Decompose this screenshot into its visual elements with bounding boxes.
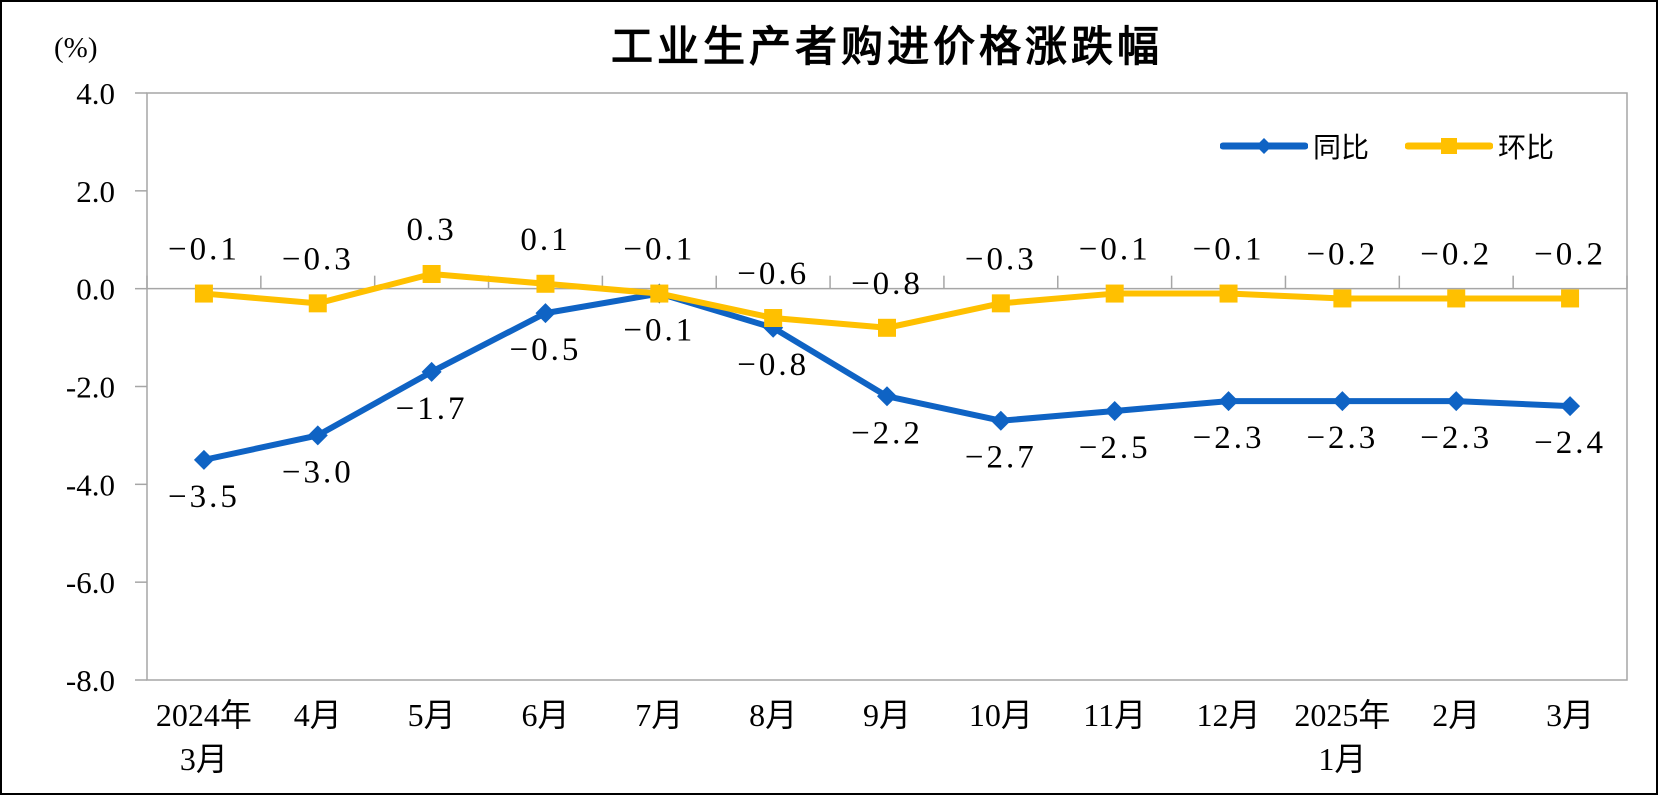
- x-axis-label: 2024年: [156, 697, 252, 733]
- x-axis-label: 11月: [1083, 697, 1146, 733]
- yoy-data-label: −2.7: [965, 440, 1037, 476]
- yoy-data-label: −2.3: [1420, 420, 1492, 456]
- x-axis-label: 2月: [1432, 697, 1480, 733]
- mom-point-marker: [308, 294, 327, 313]
- mom-point-marker: [878, 318, 896, 337]
- yoy-point-marker: [1218, 391, 1239, 412]
- y-axis-label: 0.0: [76, 272, 115, 307]
- mom-point-marker: [1447, 289, 1466, 308]
- x-axis-label: 3月: [180, 741, 228, 777]
- yoy-data-label: −2.5: [1079, 430, 1151, 466]
- mom-point-marker: [1219, 284, 1238, 303]
- yoy-point-marker: [1446, 391, 1467, 412]
- x-axis-label: 1月: [1318, 741, 1366, 777]
- mom-data-label: −0.1: [168, 232, 240, 268]
- x-axis-label: 5月: [408, 697, 456, 733]
- yoy-data-label: −2.3: [1193, 420, 1265, 456]
- mom-point-marker: [991, 294, 1010, 313]
- yoy-point-marker: [307, 425, 328, 446]
- mom-point-marker: [1333, 289, 1352, 308]
- mom-data-label: 0.3: [406, 212, 456, 248]
- yoy-point-marker: [535, 303, 556, 324]
- legend-item-yoy: 同比: [1220, 126, 1369, 166]
- mom-point-marker: [764, 309, 783, 328]
- yoy-point-marker: [877, 386, 897, 407]
- x-axis-label: 9月: [863, 697, 911, 733]
- yoy-data-label: −2.3: [1306, 420, 1378, 456]
- mom-data-label: −0.1: [623, 232, 695, 268]
- mom-point-marker: [194, 284, 213, 303]
- x-axis-label: 6月: [521, 697, 569, 733]
- mom-point-marker: [650, 284, 669, 303]
- x-axis-label: 4月: [294, 697, 342, 733]
- yoy-data-label: −2.2: [851, 415, 923, 451]
- mom-data-label: 0.1: [520, 222, 570, 258]
- mom-point-marker: [1561, 289, 1580, 308]
- mom-data-label: −0.2: [1306, 236, 1378, 272]
- y-axis-label: -8.0: [66, 663, 115, 698]
- x-axis-label: 12月: [1197, 697, 1261, 733]
- yoy-point-marker: [421, 361, 442, 382]
- yoy-point-marker: [193, 449, 214, 470]
- mom-legend-label: 环比: [1498, 133, 1555, 164]
- y-axis-unit-label: (%): [54, 32, 98, 64]
- mom-data-label: −0.6: [737, 256, 809, 292]
- y-axis-label: -2.0: [66, 370, 115, 405]
- mom-point-marker: [536, 274, 555, 293]
- yoy-legend-swatch-icon: [1220, 138, 1308, 154]
- yoy-data-label: −1.7: [396, 391, 468, 427]
- legend: 同比 环比: [1220, 126, 1554, 166]
- yoy-data-label: −0.8: [737, 347, 809, 383]
- yoy-point-marker: [1104, 400, 1125, 421]
- mom-point-marker: [1105, 284, 1124, 303]
- yoy-data-label: −2.4: [1534, 425, 1606, 461]
- y-axis-label: 2.0: [76, 174, 115, 209]
- yoy-point-marker: [1560, 396, 1581, 417]
- yoy-point-marker: [1332, 391, 1353, 412]
- mom-data-label: −0.1: [1079, 232, 1151, 268]
- yoy-legend-label: 同比: [1313, 133, 1370, 164]
- mom-point-marker: [422, 264, 441, 283]
- x-axis-label: 10月: [969, 697, 1033, 733]
- y-axis-label: -6.0: [66, 565, 115, 600]
- yoy-data-label: −0.5: [510, 332, 582, 368]
- y-axis-label: 4.0: [76, 76, 115, 111]
- mom-legend-swatch-icon: [1405, 138, 1494, 154]
- mom-data-label: −0.1: [1193, 232, 1265, 268]
- yoy-data-label: −0.1: [623, 313, 695, 349]
- x-axis-label: 2025年: [1294, 697, 1390, 733]
- yoy-data-label: −3.0: [282, 454, 354, 490]
- x-axis-label: 7月: [635, 697, 683, 733]
- legend-item-mom: 环比: [1405, 126, 1554, 166]
- mom-data-label: −0.8: [851, 266, 923, 302]
- mom-data-label: −0.3: [282, 241, 354, 277]
- x-axis-label: 3月: [1546, 697, 1594, 733]
- chart-title: 工业生产者购进价格涨跌幅: [610, 23, 1163, 70]
- yoy-point-marker: [990, 410, 1011, 431]
- x-axis-label: 8月: [749, 697, 797, 733]
- mom-data-label: −0.2: [1420, 236, 1492, 272]
- mom-data-label: −0.3: [965, 241, 1037, 277]
- yoy-data-label: −3.5: [168, 479, 240, 515]
- mom-data-label: −0.2: [1534, 236, 1606, 272]
- y-axis-label: -4.0: [66, 467, 115, 502]
